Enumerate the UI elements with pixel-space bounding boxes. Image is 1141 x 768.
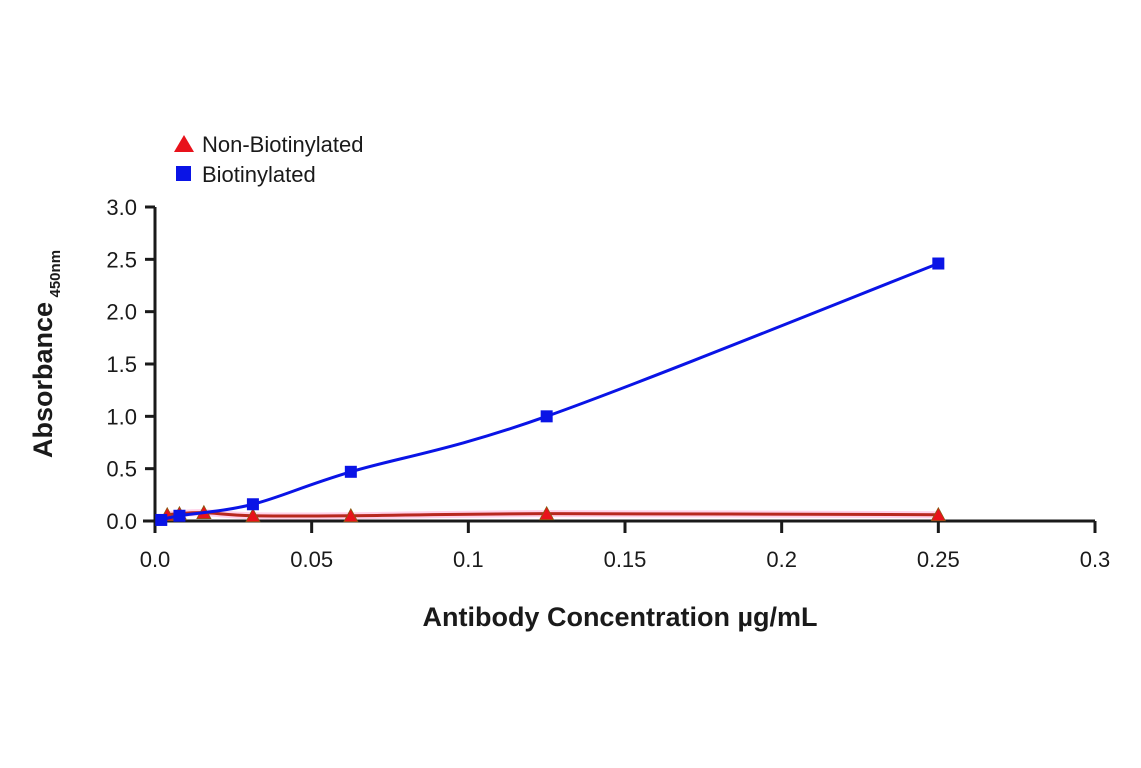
y-axis-title: Absorbance 450nm [28,250,64,458]
axes: 0.0 0.5 1.0 1.5 2.0 2.5 3.0 0.0 0.05 0.1 0.15 0.2 0.… [106,195,1110,572]
x-tick-label: 0.2 [766,547,797,572]
y-tick-label: 0.5 [106,457,137,482]
y-tick-label: 1.5 [106,352,137,377]
y-tick-label: 2.5 [106,247,137,272]
y-tick-label: 1.0 [106,404,137,429]
x-tick-label: 0.0 [140,547,171,572]
square-marker-icon [540,410,553,423]
series-layer [155,257,947,526]
x-tick-label: 0.3 [1080,547,1111,572]
square-marker-icon [246,498,259,511]
x-tick-label: 0.1 [453,547,484,572]
square-marker-icon [932,257,945,270]
square-marker-icon [344,465,357,478]
y-axis-title-group: Absorbance 450nm [28,250,64,458]
x-axis-title: Antibody Concentration µg/mL [422,602,817,632]
series-line [160,262,939,522]
triangle-marker-icon [930,506,947,522]
y-axis-title-subscript: 450nm [47,250,64,298]
series-biotinylated [155,257,945,526]
series-non-biotinylated [159,504,947,523]
y-tick-label: 0.0 [106,509,137,534]
triangle-marker-icon [538,505,555,521]
legend-label-biotinylated: Biotinylated [202,162,316,187]
y-tick-label: 2.0 [106,300,137,325]
x-tick-label: 0.25 [917,547,960,572]
triangle-marker-icon [174,135,194,152]
square-marker-icon [155,513,168,526]
y-axis-title-main: Absorbance [28,302,58,458]
triangle-marker-icon [343,507,359,523]
x-tick-label: 0.15 [604,547,647,572]
y-tick-label: 3.0 [106,195,137,220]
square-marker-icon [173,509,186,522]
square-marker-icon [176,166,191,181]
legend: Non-Biotinylated Biotinylated [174,132,363,187]
triangle-marker-icon [245,507,261,523]
legend-label-non-biotinylated: Non-Biotinylated [202,132,363,157]
x-tick-label: 0.05 [290,547,333,572]
